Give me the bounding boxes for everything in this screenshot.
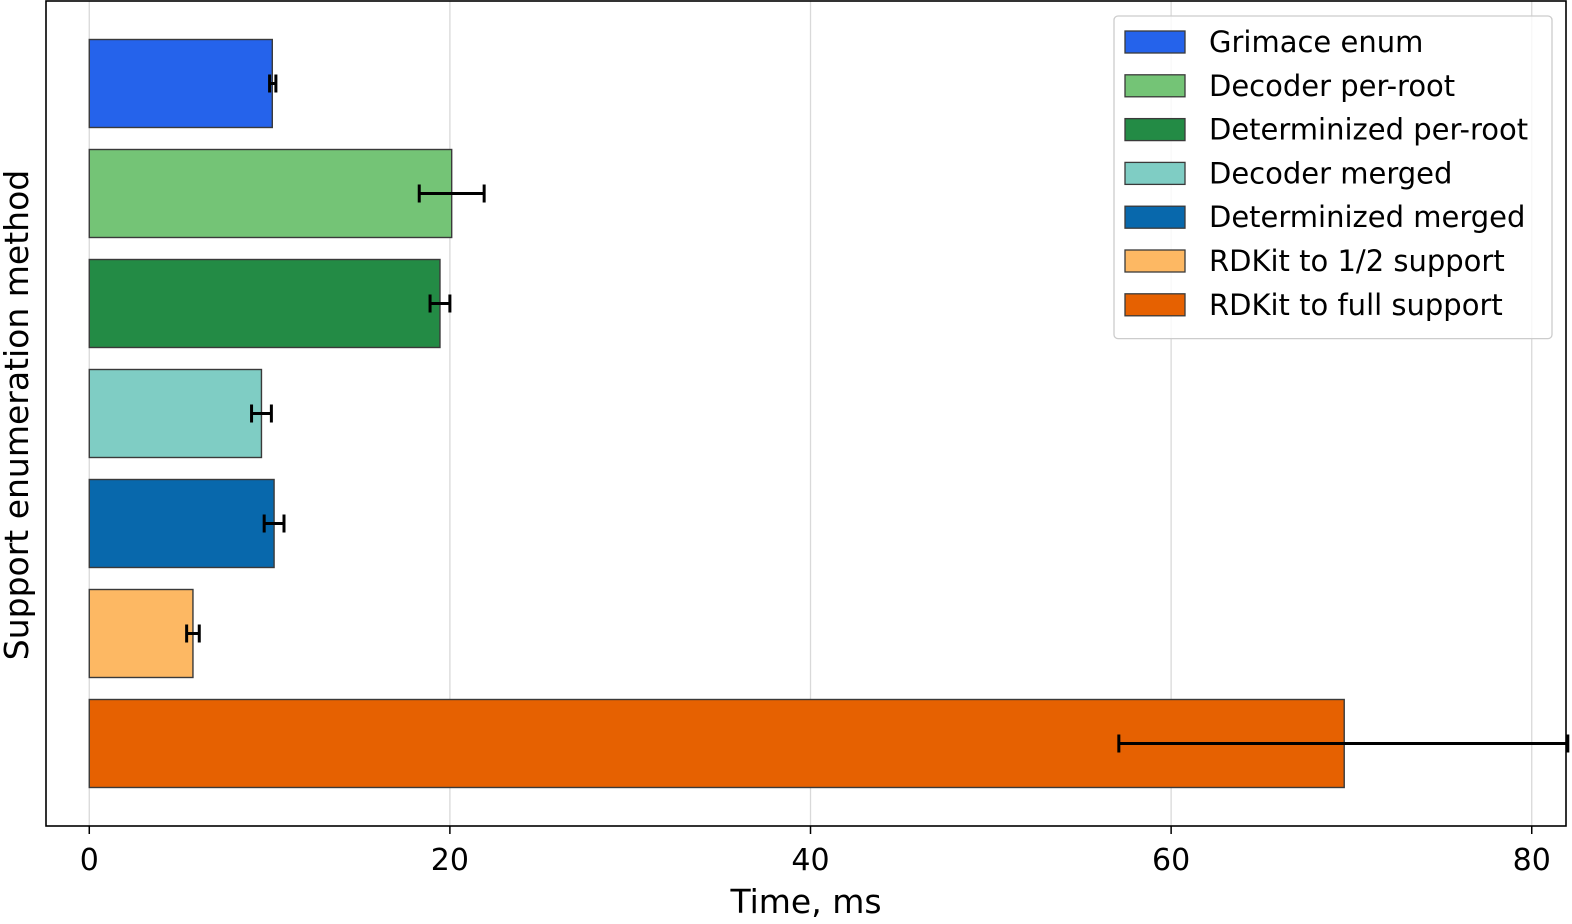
legend-item-determinized-per-root: Determinized per-root: [1124, 113, 1528, 147]
error-bar-decoder-per-root: [417, 184, 486, 203]
error-bars: [185, 74, 1570, 753]
bar-determinized-per-root: [88, 258, 441, 349]
legend-label-determinized-per-root: Determinized per-root: [1209, 113, 1528, 147]
x-tick-label-60: 60: [1152, 843, 1190, 878]
bar-grimace-enum: [88, 38, 273, 129]
legend-item-decoder-merged: Decoder merged: [1124, 156, 1452, 190]
legend-item-rdkit-to-full-support: RDKit to full support: [1124, 288, 1503, 322]
legend-swatch-determinized-merged: [1124, 205, 1186, 229]
legend-item-rdkit-to-1-2-support: RDKit to 1/2 support: [1124, 244, 1505, 278]
legend-swatch-rdkit-to-full-support: [1124, 293, 1186, 317]
plot-frame: [45, 0, 1567, 827]
legend-label-rdkit-to-1-2-support: RDKit to 1/2 support: [1209, 244, 1505, 278]
bar-decoder-per-root: [88, 148, 453, 239]
legend: Grimace enum Decoder per-root Determinized…: [1113, 15, 1553, 340]
error-bar-rdkit-to-full-support: [1117, 734, 1570, 753]
x-tick-label-80: 80: [1513, 843, 1551, 878]
legend-label-decoder-merged: Decoder merged: [1209, 156, 1452, 190]
legend-swatch-decoder-merged: [1124, 161, 1186, 186]
legend-swatch-rdkit-to-1-2-support: [1124, 249, 1186, 273]
legend-label-determinized-merged: Determinized merged: [1209, 200, 1525, 234]
x-tick-label-20: 20: [431, 843, 469, 878]
bar-rdkit-to-1-2-support: [88, 588, 194, 679]
legend-label-rdkit-to-full-support: RDKit to full support: [1209, 288, 1503, 322]
error-bar-determinized-per-root: [428, 294, 452, 313]
error-bar-rdkit-to-1-2-support: [185, 624, 201, 643]
error-bar-determinized-merged: [262, 514, 286, 533]
legend-box: [1113, 15, 1553, 340]
legend-item-determinized-merged: Determinized merged: [1124, 200, 1525, 234]
y-axis-title: Support enumeration method: [0, 170, 36, 660]
x-tick-label-40: 40: [791, 843, 829, 878]
legend-item-decoder-per-root: Decoder per-root: [1124, 69, 1455, 103]
error-bar-grimace-enum: [268, 74, 278, 93]
legend-swatch-grimace-enum: [1124, 30, 1186, 54]
legend-label-decoder-per-root: Decoder per-root: [1209, 69, 1455, 103]
x-axis-title: Time, ms: [729, 882, 881, 921]
x-axis-ticks: 0 20 40 60 80: [80, 826, 1551, 878]
bar-determinized-merged: [88, 478, 275, 569]
legend-label-grimace-enum: Grimace enum: [1209, 25, 1423, 59]
bar-decoder-merged: [88, 368, 263, 459]
legend-swatch-determinized-per-root: [1124, 117, 1186, 142]
error-bar-decoder-merged: [250, 404, 273, 423]
legend-swatch-decoder-per-root: [1124, 74, 1186, 98]
x-tick-label-0: 0: [80, 843, 99, 878]
legend-item-grimace-enum: Grimace enum: [1124, 25, 1423, 59]
